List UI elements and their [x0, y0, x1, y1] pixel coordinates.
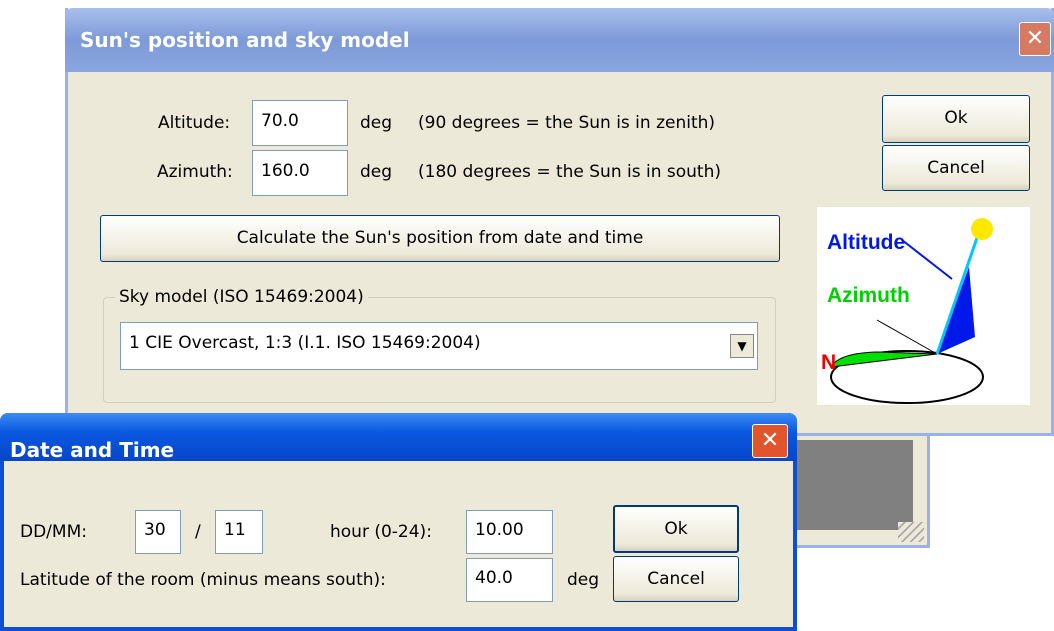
diagram-altitude: Altitude	[827, 231, 905, 254]
azimuth-unit: deg	[360, 161, 392, 183]
screen: Sun's position and sky model ✕ Altitude:…	[0, 0, 1054, 631]
background-pane	[785, 440, 913, 530]
month-input[interactable]: 11	[215, 510, 263, 554]
diagram-north: N	[821, 351, 836, 374]
resize-grip[interactable]	[898, 522, 924, 542]
hour-input[interactable]: 10.00	[466, 510, 553, 554]
day-input[interactable]: 30	[135, 510, 181, 554]
hour-label: hour (0-24):	[330, 521, 432, 543]
altitude-input[interactable]: 70.0	[252, 100, 348, 146]
date-title: Date and Time	[10, 439, 174, 461]
latitude-label: Latitude of the room (minus means south)…	[20, 569, 386, 591]
azimuth-note: (180 degrees = the Sun is in south)	[418, 161, 721, 183]
azimuth-label: Azimuth:	[157, 161, 233, 183]
altitude-unit: deg	[360, 112, 392, 134]
background-window	[780, 436, 930, 548]
date-ok-button[interactable]: Ok	[613, 505, 739, 553]
sky-model-select[interactable]: 1 CIE Overcast, 1:3 (I.1. ISO 15469:2004…	[120, 322, 758, 370]
azimuth-input[interactable]: 160.0	[252, 150, 348, 196]
dropdown-arrow[interactable]: ▼	[730, 334, 754, 358]
altitude-note: (90 degrees = the Sun is in zenith)	[418, 112, 715, 134]
date-close-button[interactable]: ✕	[752, 424, 788, 458]
close-button[interactable]: ✕	[1019, 22, 1051, 56]
altitude-label: Altitude:	[158, 112, 230, 134]
ok-button[interactable]: Ok	[882, 95, 1030, 143]
page: {"sky_dialog": {"title": "Sun's position…	[0, 0, 1054, 631]
calculate-button[interactable]: Calculate the Sun's position from date a…	[100, 215, 780, 262]
date-cancel-button[interactable]: Cancel	[613, 556, 739, 602]
window-title: Sun's position and sky model	[80, 29, 410, 51]
latitude-unit: deg	[567, 569, 599, 591]
sky-model-group-label: Sky model (ISO 15469:2004)	[115, 286, 368, 308]
cancel-button[interactable]: Cancel	[882, 145, 1030, 191]
date-separator: /	[195, 521, 201, 543]
sun-diagram: Altitude Azimuth N	[817, 207, 1030, 405]
diagram-azimuth: Azimuth	[827, 284, 910, 307]
latitude-input[interactable]: 40.0	[466, 558, 553, 602]
date-label: DD/MM:	[20, 521, 87, 543]
sun	[971, 218, 993, 240]
